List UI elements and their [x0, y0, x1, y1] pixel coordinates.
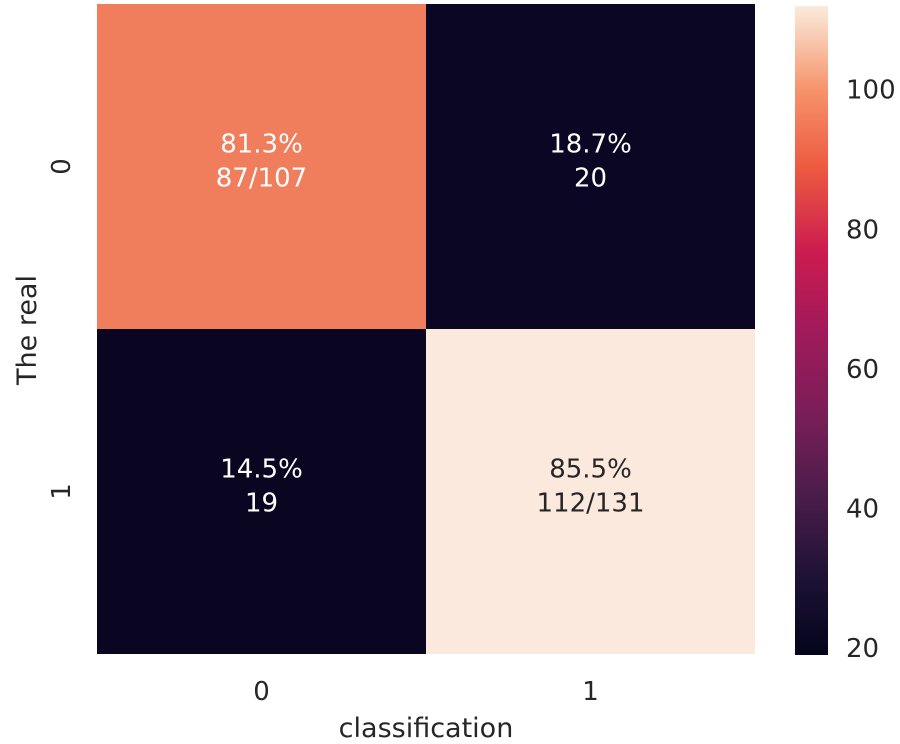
y-axis-label: The real — [12, 275, 43, 386]
colorbar-tick-label-80: 80 — [846, 215, 879, 245]
heatmap-cell-0-1 — [426, 4, 755, 329]
x-axis-label: classification — [339, 713, 514, 744]
cell-percent-label-0-0: 81.3% — [220, 130, 303, 160]
cell-percent-label-0-1: 18.7% — [549, 130, 632, 160]
heatmap-cells — [97, 4, 755, 654]
colorbar-ticks: 20 40 60 80 100 — [846, 76, 896, 664]
y-tick-label-1: 1 — [47, 483, 77, 500]
heatmap-cell-0-0 — [97, 4, 426, 329]
cell-percent-label-1-0: 14.5% — [220, 455, 303, 485]
colorbar — [795, 6, 828, 655]
colorbar-tick-label-100: 100 — [846, 76, 896, 106]
cell-count-label-0-1: 20 — [574, 164, 607, 194]
cell-count-label-0-0: 87/107 — [216, 164, 307, 194]
heatmap-cell-1-1 — [426, 329, 755, 654]
y-tick-label-0: 0 — [47, 158, 77, 175]
x-tick-label-0: 0 — [253, 677, 270, 707]
y-axis-ticks: 01 — [47, 158, 77, 500]
colorbar-tick-label-60: 60 — [846, 355, 879, 385]
heatmap-cell-1-0 — [97, 329, 426, 654]
cell-count-label-1-1: 112/131 — [536, 489, 644, 519]
x-tick-label-1: 1 — [582, 677, 599, 707]
cell-percent-label-1-1: 85.5% — [549, 455, 632, 485]
cell-count-label-1-0: 19 — [245, 489, 278, 519]
colorbar-tick-label-20: 20 — [846, 634, 879, 664]
heatmap-cell-labels: 81.3% 87/107 18.7% 20 14.5% 19 85.5% 112/131 — [216, 130, 645, 519]
colorbar-tick-label-40: 40 — [846, 494, 879, 524]
